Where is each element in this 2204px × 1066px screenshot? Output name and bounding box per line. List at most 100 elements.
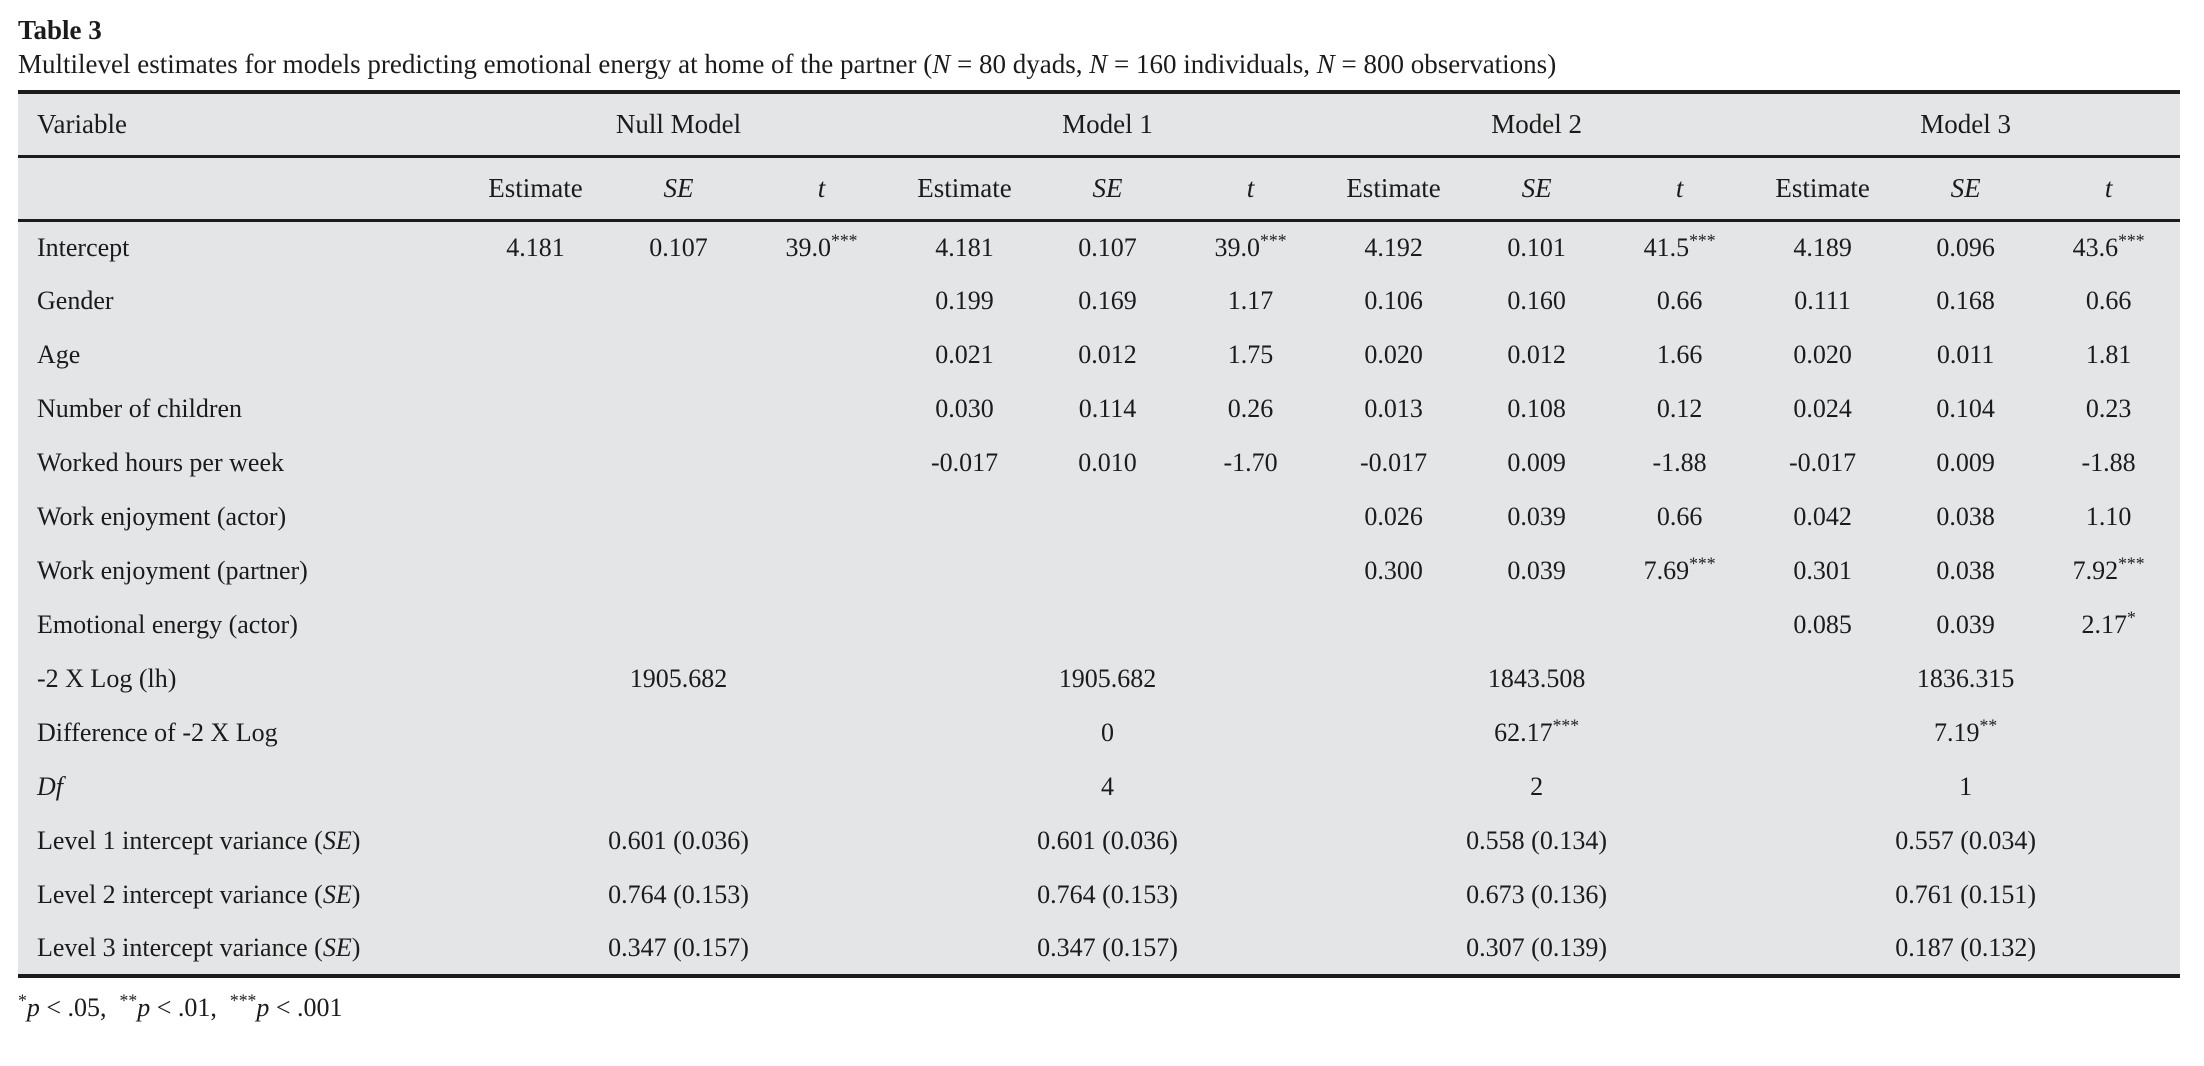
text-segment: ) bbox=[351, 826, 361, 855]
value-cell bbox=[1036, 544, 1179, 598]
value-cell: 0.038 bbox=[1936, 502, 1995, 531]
text-segment: Work enjoyment (partner) bbox=[37, 556, 308, 585]
value-cell bbox=[607, 544, 750, 598]
value-cell: 39.0*** bbox=[1214, 230, 1287, 262]
text-segment: = 160 individuals, bbox=[1107, 49, 1317, 79]
page: Table 3 Multilevel estimates for models … bbox=[18, 15, 2181, 1022]
value-cell: -0.017 bbox=[1359, 448, 1428, 477]
value-cell: -1.88 bbox=[2081, 448, 2136, 477]
value-cell: 0.039 bbox=[1936, 610, 1995, 639]
value-cell bbox=[1608, 598, 1751, 652]
value-cell bbox=[464, 436, 607, 490]
value-cell: 0.169 bbox=[1078, 286, 1137, 315]
model-span-cell bbox=[464, 760, 893, 814]
significance-stars: *** bbox=[2118, 230, 2145, 251]
table-row: Worked hours per week -0.017 0.010 -1.70 -0.… bbox=[18, 436, 2180, 490]
value-cell: 0.108 bbox=[1507, 394, 1566, 423]
value-cell bbox=[607, 328, 750, 382]
value-cell bbox=[607, 598, 750, 652]
value-cell: 0.039 bbox=[1507, 502, 1566, 531]
stat-header-se: SE bbox=[607, 156, 750, 222]
table-row: Number of children 0.030 0.114 0.26 0.013 0.1… bbox=[18, 382, 2180, 436]
text-segment: SE bbox=[322, 880, 352, 909]
significance-stars: *** bbox=[1552, 715, 1580, 736]
value-cell: 0.010 bbox=[1078, 448, 1137, 477]
row-label: Level 1 intercept variance (SE) bbox=[18, 814, 464, 868]
value-cell: 0.66 bbox=[1656, 502, 1703, 531]
text-segment: Df bbox=[37, 772, 63, 801]
value-cell: 0.12 bbox=[1656, 394, 1703, 423]
table-row: Difference of -2 X Log 0 62.17*** 7.19** bbox=[18, 706, 2180, 760]
stat-header-se: SE bbox=[1036, 156, 1180, 222]
text-segment: -2 X Log (lh) bbox=[37, 664, 177, 693]
text-segment: Multilevel estimates for models predicti… bbox=[18, 49, 933, 79]
table-row: Level 3 intercept variance (SE) 0.347 (0.… bbox=[18, 922, 2180, 976]
value-cell: 0.012 bbox=[1507, 340, 1566, 369]
value-cell: 1.75 bbox=[1227, 340, 1274, 369]
value-cell: 0.107 bbox=[1078, 232, 1137, 262]
value-cell bbox=[1179, 544, 1322, 598]
value-cell: 0.085 bbox=[1793, 610, 1852, 639]
row-label: Difference of -2 X Log bbox=[18, 706, 464, 760]
data-table: Variable Null Model Model 1 Model 2 Model 3 … bbox=[18, 90, 2181, 978]
row-label: Age bbox=[18, 328, 464, 382]
model-span-cell: 0.307 (0.139) bbox=[1466, 933, 1607, 962]
table-row: Df 4 2 1 bbox=[18, 760, 2180, 814]
significance-stars: *** bbox=[2118, 553, 2145, 574]
value-cell: 39.0*** bbox=[785, 230, 858, 262]
value-cell: 41.5*** bbox=[1643, 230, 1716, 262]
text-segment: Work enjoyment (actor) bbox=[37, 502, 287, 531]
value-cell: 0.030 bbox=[935, 394, 994, 423]
model-span-cell: 0.764 (0.153) bbox=[608, 880, 749, 909]
value-cell: 4.181 bbox=[506, 232, 565, 262]
value-cell: 0.101 bbox=[1507, 232, 1566, 262]
significance-stars: *** bbox=[1260, 230, 1287, 251]
value-cell bbox=[750, 274, 893, 328]
text-segment: ** bbox=[119, 990, 138, 1011]
value-cell: 0.021 bbox=[935, 340, 994, 369]
table-row: Level 1 intercept variance (SE) 0.601 (0.… bbox=[18, 814, 2180, 868]
value-cell: 1.10 bbox=[2085, 502, 2132, 531]
value-cell: 0.009 bbox=[1507, 448, 1566, 477]
value-cell: 0.114 bbox=[1078, 394, 1137, 423]
value-cell: 0.107 bbox=[649, 232, 708, 262]
variable-header: Variable bbox=[18, 92, 464, 158]
table-row: Level 2 intercept variance (SE) 0.764 (0.… bbox=[18, 868, 2180, 922]
model-span-cell: 0.347 (0.157) bbox=[1037, 933, 1178, 962]
model-header-3: Model 2 bbox=[1322, 92, 1752, 158]
model-span-cell: 1836.315 bbox=[1916, 664, 2015, 693]
value-cell bbox=[893, 598, 1036, 652]
model-header-row: Variable Null Model Model 1 Model 2 Model 3 bbox=[18, 92, 2181, 158]
text-segment: Emotional energy (actor) bbox=[37, 610, 298, 639]
value-cell: -0.017 bbox=[1789, 448, 1857, 477]
value-cell: 0.020 bbox=[1364, 340, 1423, 369]
value-cell: 0.168 bbox=[1936, 286, 1995, 315]
model-span-cell: 1905.682 bbox=[629, 664, 728, 693]
table-caption: Multilevel estimates for models predicti… bbox=[18, 48, 2180, 80]
text-segment: Number of children bbox=[37, 394, 243, 423]
value-cell: -1.70 bbox=[1223, 448, 1278, 477]
value-cell: 0.011 bbox=[1936, 340, 1995, 369]
value-cell: 4.192 bbox=[1364, 232, 1423, 262]
significance-stars: * bbox=[2126, 607, 2136, 628]
model-span-cell: 0.764 (0.153) bbox=[1037, 880, 1178, 909]
value-cell bbox=[893, 490, 1036, 544]
table-row: Work enjoyment (partner) 0.300 0.039 7.69**… bbox=[18, 544, 2180, 598]
value-cell: 0.024 bbox=[1793, 394, 1852, 423]
value-cell bbox=[464, 382, 607, 436]
value-cell: 0.23 bbox=[2085, 394, 2132, 423]
text-segment: SE bbox=[322, 933, 352, 962]
table-row: Gender 0.199 0.169 1.17 0.106 0.160 0.66 0.111 0… bbox=[18, 274, 2180, 328]
text-segment: p bbox=[26, 993, 40, 1022]
text-segment: Gender bbox=[37, 286, 114, 315]
value-cell: 2.17* bbox=[2081, 607, 2136, 639]
value-cell: 0.009 bbox=[1936, 448, 1995, 477]
value-cell bbox=[607, 436, 750, 490]
value-cell: 0.111 bbox=[1794, 286, 1851, 315]
table-row: Age 0.021 0.012 1.75 0.020 0.012 1.66 0.020 0.01… bbox=[18, 328, 2180, 382]
stat-header-estimate: Estimate bbox=[464, 156, 607, 222]
model-span-cell: 1843.508 bbox=[1487, 664, 1586, 693]
value-cell: 0.26 bbox=[1227, 394, 1274, 423]
value-cell: 0.012 bbox=[1078, 340, 1137, 369]
model-span-cell: 0.558 (0.134) bbox=[1466, 826, 1607, 855]
